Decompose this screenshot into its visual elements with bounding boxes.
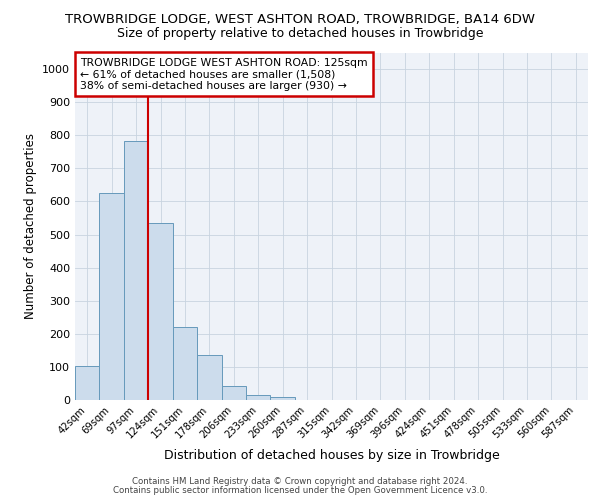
Text: Size of property relative to detached houses in Trowbridge: Size of property relative to detached ho… (117, 28, 483, 40)
Text: Contains public sector information licensed under the Open Government Licence v3: Contains public sector information licen… (113, 486, 487, 495)
Text: Contains HM Land Registry data © Crown copyright and database right 2024.: Contains HM Land Registry data © Crown c… (132, 477, 468, 486)
Bar (124, 141, 148, 400)
Bar (271, 398, 295, 400)
Bar (148, 223, 173, 400)
Bar (246, 395, 271, 400)
Text: TROWBRIDGE LODGE WEST ASHTON ROAD: 125sqm
← 61% of detached houses are smaller (: TROWBRIDGE LODGE WEST ASHTON ROAD: 125sq… (80, 58, 368, 91)
Bar (197, 356, 221, 400)
Y-axis label: Number of detached properties: Number of detached properties (23, 133, 37, 320)
Bar (173, 326, 197, 400)
Bar (221, 386, 246, 400)
Text: TROWBRIDGE LODGE, WEST ASHTON ROAD, TROWBRIDGE, BA14 6DW: TROWBRIDGE LODGE, WEST ASHTON ROAD, TROW… (65, 12, 535, 26)
X-axis label: Distribution of detached houses by size in Trowbridge: Distribution of detached houses by size … (164, 449, 499, 462)
Bar (75, 366, 100, 400)
Bar (100, 193, 124, 400)
